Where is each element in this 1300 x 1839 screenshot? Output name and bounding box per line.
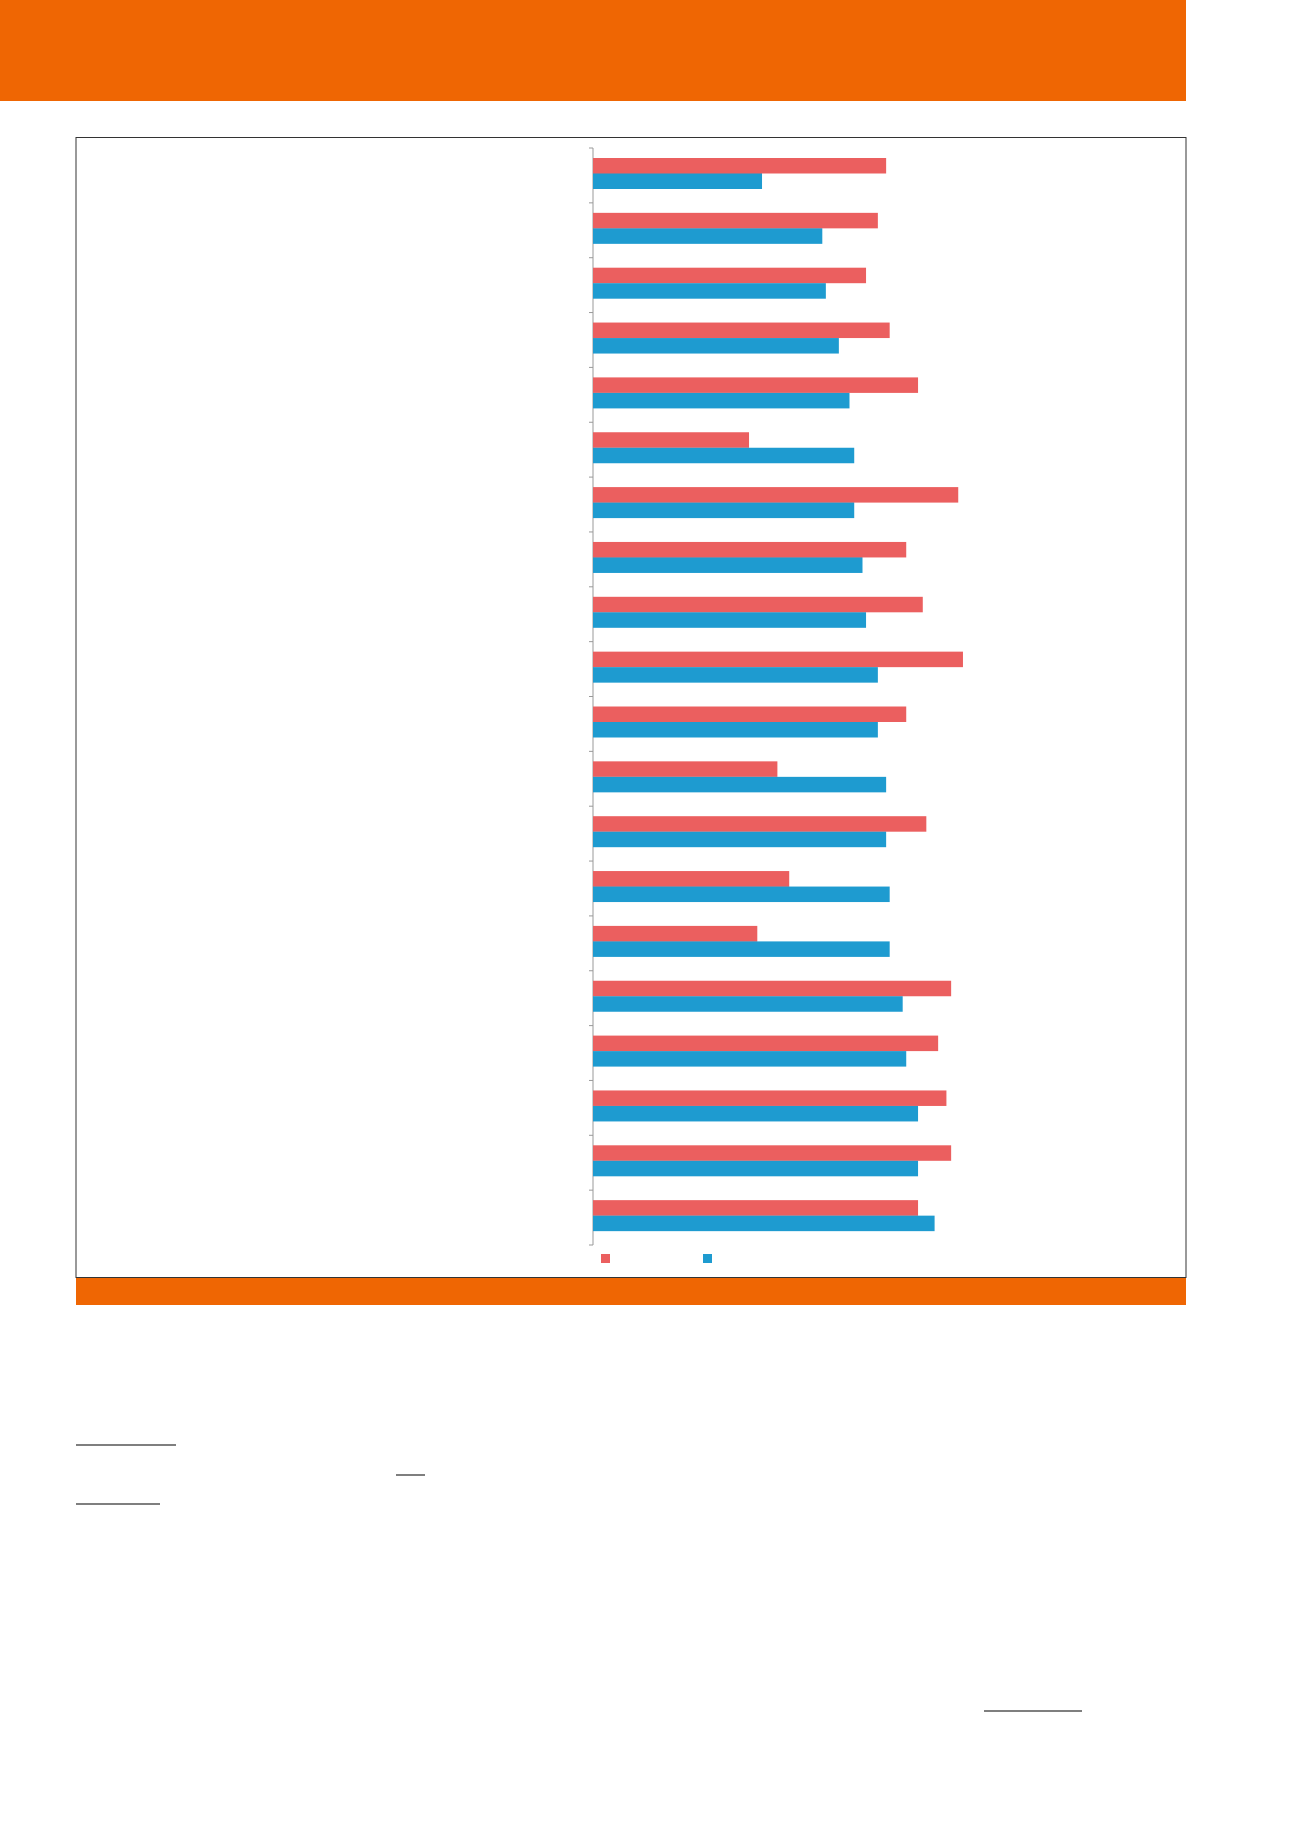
bar: [593, 925, 758, 942]
bar: [593, 502, 855, 519]
bar: [593, 173, 763, 189]
bar: [593, 557, 863, 573]
bar: [593, 283, 826, 299]
bar: [593, 447, 855, 464]
header-band: [0, 0, 1186, 101]
bar: [593, 377, 919, 393]
bar: [593, 228, 823, 244]
bar: [593, 1145, 952, 1161]
bar: [593, 831, 887, 848]
bar: [593, 1200, 919, 1216]
bar: [593, 596, 923, 613]
bar: [593, 722, 878, 738]
bar: [593, 980, 952, 997]
bar: [593, 1160, 919, 1177]
bar: [593, 761, 778, 777]
bar: [593, 871, 790, 887]
bar: [593, 1051, 907, 1067]
bar: [593, 212, 878, 229]
bar: [593, 1035, 939, 1052]
bar: [593, 996, 903, 1012]
bar: [593, 432, 750, 448]
footer-band: [76, 1278, 1186, 1305]
bar: [593, 706, 907, 722]
bar: [593, 816, 927, 832]
bar: [593, 1105, 919, 1122]
legend-swatch: [601, 1254, 610, 1263]
bar: [593, 776, 887, 793]
bar: [593, 941, 890, 957]
bar: [593, 338, 839, 354]
bar: [593, 267, 867, 284]
bar: [593, 612, 867, 628]
bar: [593, 1090, 947, 1106]
bar: [593, 392, 850, 409]
bar: [593, 1215, 935, 1232]
bar: [593, 158, 887, 174]
bar: [593, 886, 890, 903]
legend-swatch: [703, 1254, 712, 1263]
bar: [593, 487, 959, 503]
bar: [593, 651, 963, 668]
bar: [593, 322, 890, 339]
bar: [593, 667, 878, 683]
bar: [593, 541, 907, 558]
